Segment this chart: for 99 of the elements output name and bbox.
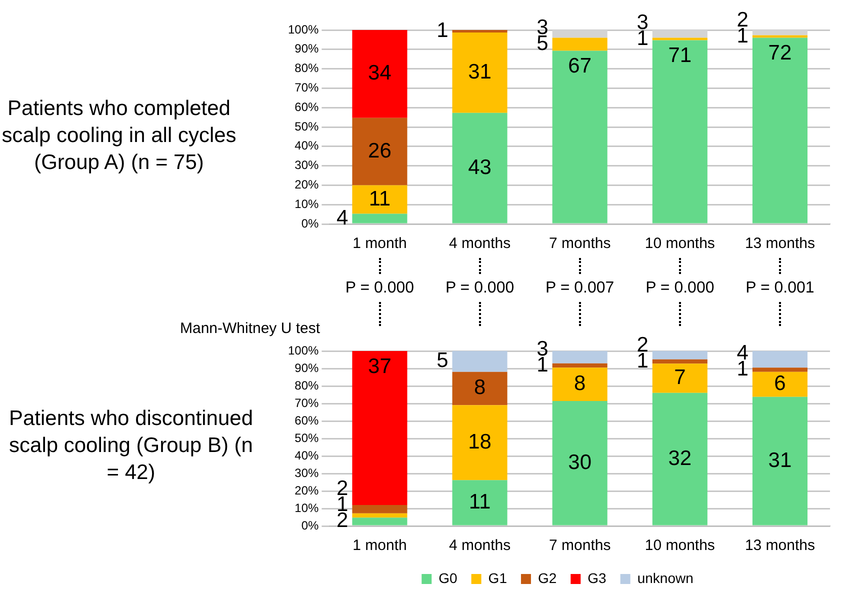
bar bbox=[352, 118, 408, 186]
annotation: 43 bbox=[468, 156, 492, 179]
bar bbox=[752, 372, 808, 397]
y-tick-label: 100% bbox=[288, 343, 320, 358]
x-tick-label: 7 months bbox=[548, 537, 611, 554]
y-tick-label: 40% bbox=[294, 138, 320, 153]
legend-label: unknown bbox=[637, 570, 694, 586]
annotation: 71 bbox=[668, 44, 692, 68]
y-tick-label: 0% bbox=[301, 216, 320, 230]
bar bbox=[352, 185, 408, 214]
y-tick-label: 50% bbox=[294, 430, 320, 445]
bar bbox=[552, 363, 608, 368]
annotation: 31 bbox=[768, 448, 792, 472]
bar bbox=[752, 368, 808, 372]
y-tick-label: 70% bbox=[294, 396, 320, 410]
text: Mann-Whitney U test bbox=[180, 320, 321, 338]
y-tick-label: 10% bbox=[294, 196, 320, 211]
bar bbox=[552, 351, 608, 364]
bar bbox=[452, 372, 508, 406]
annotation: 26 bbox=[368, 139, 392, 162]
annotation: 11 bbox=[368, 187, 391, 210]
legend-label: G3 bbox=[588, 570, 607, 586]
annotation: P = 0.000 bbox=[646, 279, 714, 296]
y-tick-label: 40% bbox=[294, 448, 320, 462]
y-tick-label: 60% bbox=[294, 413, 320, 428]
bar bbox=[652, 364, 708, 393]
bar bbox=[752, 396, 808, 526]
y-tick-label: 30% bbox=[294, 158, 320, 172]
legend-label: G1 bbox=[488, 570, 508, 586]
annotation: 7 bbox=[674, 366, 686, 390]
x-tick-label: 10 months bbox=[644, 235, 715, 252]
annotation: 8 bbox=[574, 372, 586, 396]
y-tick-label: 50% bbox=[294, 119, 320, 134]
bar bbox=[652, 351, 708, 360]
annotation: 34 bbox=[368, 62, 392, 85]
annotation: P = 0.007 bbox=[546, 279, 614, 296]
bar bbox=[352, 513, 408, 518]
bar bbox=[752, 38, 808, 224]
bar bbox=[652, 38, 708, 40]
y-tick-label: 70% bbox=[294, 80, 320, 95]
bar bbox=[652, 359, 708, 364]
bar bbox=[452, 112, 508, 224]
y-tick-label: 30% bbox=[294, 466, 320, 480]
bar bbox=[452, 480, 508, 526]
bar bbox=[552, 368, 608, 402]
bar bbox=[352, 214, 408, 224]
x-tick-label: 13 months bbox=[744, 537, 815, 554]
y-tick-label: 80% bbox=[294, 61, 320, 76]
bar bbox=[652, 40, 708, 224]
annotation: P = 0.001 bbox=[746, 279, 814, 296]
x-tick-label: 10 months bbox=[644, 537, 715, 554]
annotation: 32 bbox=[668, 446, 692, 470]
bar bbox=[352, 518, 408, 526]
bar bbox=[352, 351, 408, 505]
annotation: 8 bbox=[474, 376, 486, 400]
bar bbox=[552, 38, 608, 51]
x-tick-label: 4 months bbox=[448, 537, 511, 554]
x-tick-label: 1 month bbox=[352, 537, 407, 554]
y-tick-label: 60% bbox=[294, 100, 320, 114]
bar bbox=[352, 30, 408, 118]
bar bbox=[652, 392, 708, 526]
bar bbox=[352, 505, 408, 514]
annotation: 18 bbox=[468, 430, 492, 454]
annotation: 31 bbox=[468, 60, 492, 84]
annotation: 6 bbox=[774, 372, 786, 396]
bar bbox=[452, 351, 508, 372]
y-tick-label: 10% bbox=[294, 500, 320, 515]
annotation: 1 bbox=[436, 19, 448, 42]
text: Patients who completed scalp cooling in all cycles (Group A) (n = 75) bbox=[0, 96, 238, 176]
x-tick-label: 7 months bbox=[548, 235, 611, 252]
legend-label: G2 bbox=[538, 570, 557, 586]
x-tick-label: 13 months bbox=[744, 235, 815, 252]
annotation: P = 0.000 bbox=[345, 279, 414, 296]
y-tick-label: 90% bbox=[294, 42, 320, 56]
y-tick-label: 20% bbox=[294, 178, 320, 192]
legend-label: G0 bbox=[438, 570, 458, 586]
y-tick-label: 0% bbox=[301, 518, 320, 532]
annotation: P = 0.000 bbox=[445, 279, 514, 296]
bar bbox=[552, 401, 608, 526]
annotation: 4 bbox=[336, 206, 349, 230]
annotation: 37 bbox=[368, 354, 392, 378]
text: Patients who discontinued scalp cooling (Group B) (n = 42) bbox=[8, 406, 254, 486]
y-tick-label: 80% bbox=[294, 378, 320, 392]
annotation: 72 bbox=[768, 42, 792, 65]
y-tick-label: 100% bbox=[288, 22, 320, 36]
bar bbox=[752, 35, 808, 38]
annotation: 5 bbox=[436, 349, 448, 372]
annotation: 30 bbox=[568, 450, 592, 474]
bar bbox=[452, 405, 508, 480]
bar bbox=[552, 50, 608, 224]
y-tick-label: 90% bbox=[294, 360, 320, 375]
annotation: 11 bbox=[468, 490, 491, 514]
x-tick-label: 4 months bbox=[448, 235, 511, 252]
x-tick-label: 1 month bbox=[352, 235, 407, 252]
bar bbox=[752, 351, 808, 368]
bar bbox=[452, 32, 508, 113]
annotation: 67 bbox=[568, 54, 592, 78]
bar bbox=[452, 30, 508, 33]
y-tick-label: 20% bbox=[294, 483, 320, 498]
